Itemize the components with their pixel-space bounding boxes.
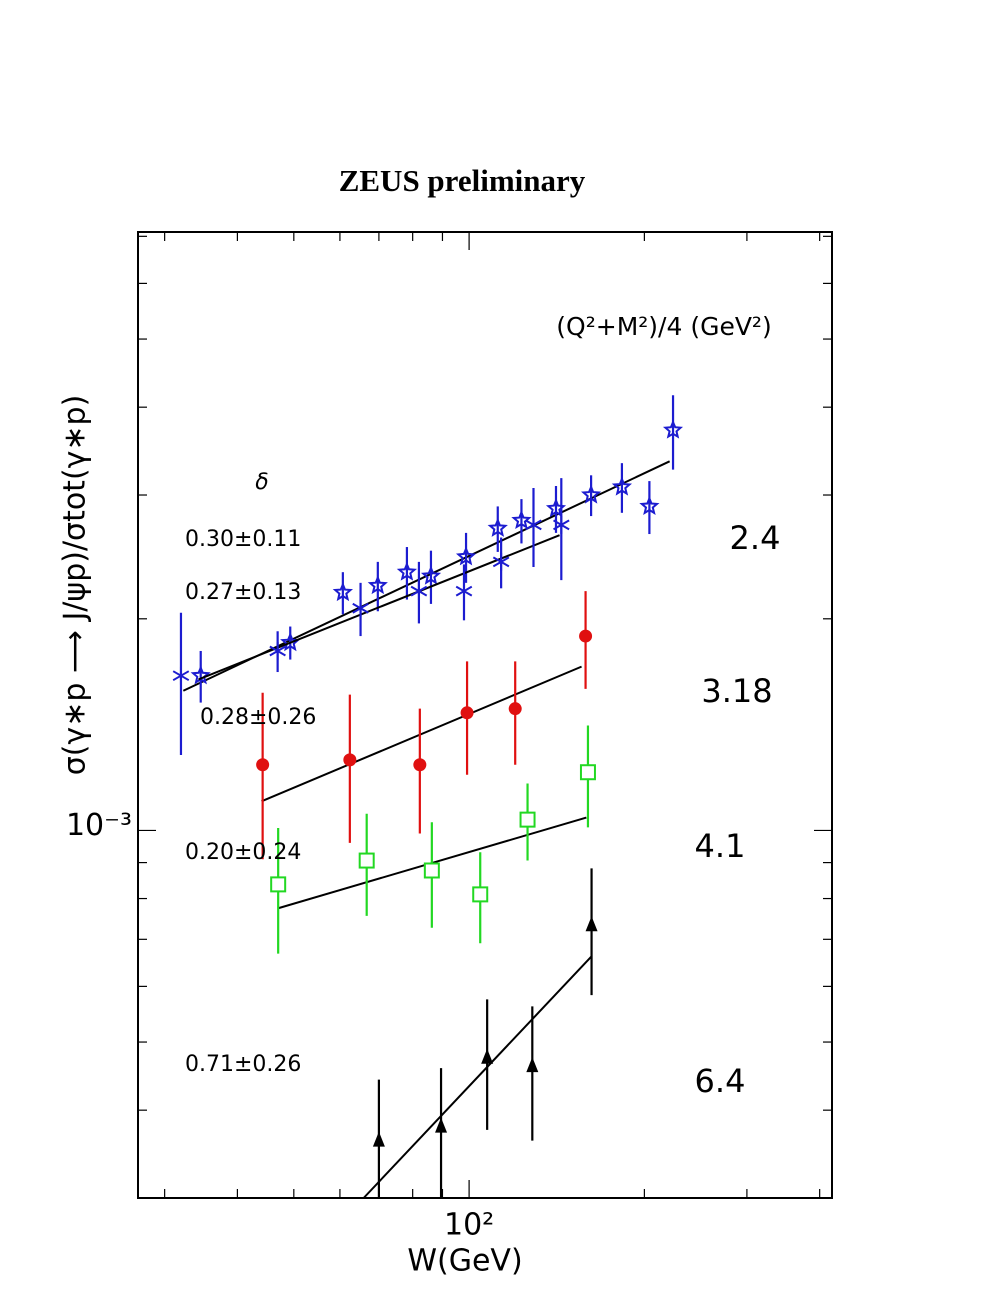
q-label: 3.18 — [701, 672, 772, 710]
star-marker — [396, 561, 417, 581]
square-marker — [358, 852, 375, 869]
star-marker — [420, 565, 442, 585]
asterisk-marker — [492, 552, 510, 571]
circle-marker — [256, 758, 270, 772]
asterisk-marker — [352, 599, 369, 618]
asterisk-marker — [410, 582, 428, 601]
delta-label: 0.28±0.26 — [200, 705, 316, 730]
asterisk-marker — [553, 515, 570, 534]
delta-label: 0.30±0.11 — [185, 527, 301, 552]
asterisk-marker — [172, 666, 190, 685]
square-marker — [519, 811, 536, 828]
chart-title: ZEUS preliminary — [339, 163, 586, 198]
triangle-marker — [372, 1131, 385, 1147]
triangle-marker — [526, 1057, 539, 1073]
y-tick-label: 10⁻³ — [66, 808, 132, 843]
star-marker — [332, 581, 353, 602]
star-marker — [367, 574, 388, 595]
square-marker — [472, 886, 489, 903]
fit-line — [198, 534, 560, 681]
square-marker — [579, 764, 596, 781]
star-marker — [581, 484, 602, 504]
triangle-marker — [585, 916, 598, 932]
star-marker — [662, 419, 684, 439]
plot-frame — [137, 231, 833, 1199]
fit-line — [362, 955, 593, 1199]
asterisk-marker — [525, 515, 542, 534]
delta-label: 0.71±0.26 — [185, 1052, 301, 1077]
square-marker — [423, 862, 440, 879]
circle-marker — [460, 706, 474, 720]
legend-title: (Q²+M²)/4 (GeV²) — [556, 312, 771, 341]
triangle-marker — [435, 1117, 448, 1133]
circle-marker — [579, 629, 593, 643]
y-axis-label: σ(γ∗p ⟶ J/ψp)/σtot(γ∗p) — [58, 395, 93, 776]
star-marker — [487, 517, 508, 537]
x-axis-label: W(GeV) — [407, 1244, 522, 1279]
asterisk-marker — [269, 641, 286, 660]
delta-label: 0.20±0.24 — [185, 840, 301, 865]
q-label: 6.4 — [695, 1062, 746, 1100]
q-label: 4.1 — [695, 827, 746, 865]
q-label: 2.4 — [730, 519, 781, 557]
x-tick-label: 10² — [444, 1208, 494, 1243]
square-marker — [270, 876, 287, 893]
star-marker — [511, 509, 532, 529]
delta-label: 0.27±0.13 — [185, 580, 301, 605]
delta-title: δ — [255, 470, 268, 495]
circle-marker — [508, 702, 522, 716]
star-marker — [611, 476, 632, 496]
asterisk-marker — [455, 582, 473, 601]
circle-marker — [413, 758, 427, 772]
triangle-marker — [481, 1048, 494, 1064]
circle-marker — [343, 753, 357, 767]
star-marker — [639, 495, 660, 516]
star-marker — [455, 546, 477, 566]
fit-line — [261, 665, 582, 803]
